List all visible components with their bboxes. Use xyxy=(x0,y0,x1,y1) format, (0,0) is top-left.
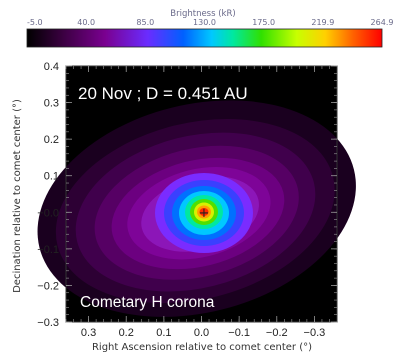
x-tick-label: −0.3 xyxy=(304,327,326,339)
x-tick-labels: 0.3 0.2 0.1 0.0 −0.1 −0.2 −0.3 xyxy=(81,327,325,339)
colorbar xyxy=(26,28,383,48)
x-axis-label: Right Ascension relative to comet center… xyxy=(92,342,312,353)
y-axis-label: Decination relative to comet center (°) xyxy=(12,99,23,293)
heatmap xyxy=(37,100,356,317)
y-tick-label: −0.0 xyxy=(37,207,59,219)
y-tick-label: 0.4 xyxy=(44,61,59,73)
colorbar-tick-label: -5.0 xyxy=(27,18,43,27)
colorbar-tick-label: 175.0 xyxy=(252,18,275,27)
y-tick-label: 0.3 xyxy=(44,98,59,110)
x-tick-label: 0.2 xyxy=(119,327,134,339)
x-tick-label: 0.3 xyxy=(81,327,96,339)
colorbar-tick-label: 130.0 xyxy=(193,18,216,27)
contour-level-16 xyxy=(199,208,209,216)
y-tick-label: 0.1 xyxy=(44,171,59,183)
annotation-date-distance: 20 Nov ; D = 0.451 AU xyxy=(78,84,248,103)
colorbar-tick-label: 219.9 xyxy=(311,18,334,27)
y-tick-label: −0.1 xyxy=(37,244,59,256)
axis-tick-marks xyxy=(65,65,337,323)
x-tick-label: −0.2 xyxy=(266,327,288,339)
x-tick-label: 0.1 xyxy=(156,327,171,339)
x-tick-label: −0.1 xyxy=(228,327,250,339)
comet-center-marker: + xyxy=(199,206,210,221)
colorbar-tick-label: 264.9 xyxy=(371,18,393,27)
y-tick-label: 0.2 xyxy=(44,134,59,146)
colorbar-label: Brightness (kR) xyxy=(170,9,235,19)
colorbar-tick-label: 40.0 xyxy=(77,18,95,27)
y-tick-labels: 0.4 0.3 0.2 0.1 −0.0 −0.1 −0.2 −0.3 xyxy=(37,61,59,329)
colorbar-ticklabels: -5.0 40.0 85.0 130.0 175.0 219.9 264.9 xyxy=(27,18,393,27)
y-tick-label: −0.3 xyxy=(37,317,59,329)
y-tick-label: −0.2 xyxy=(37,280,59,292)
colorbar-tick-label: 85.0 xyxy=(136,18,154,27)
annotation-region: Cometary H corona xyxy=(80,294,215,311)
x-tick-label: 0.0 xyxy=(194,327,209,339)
